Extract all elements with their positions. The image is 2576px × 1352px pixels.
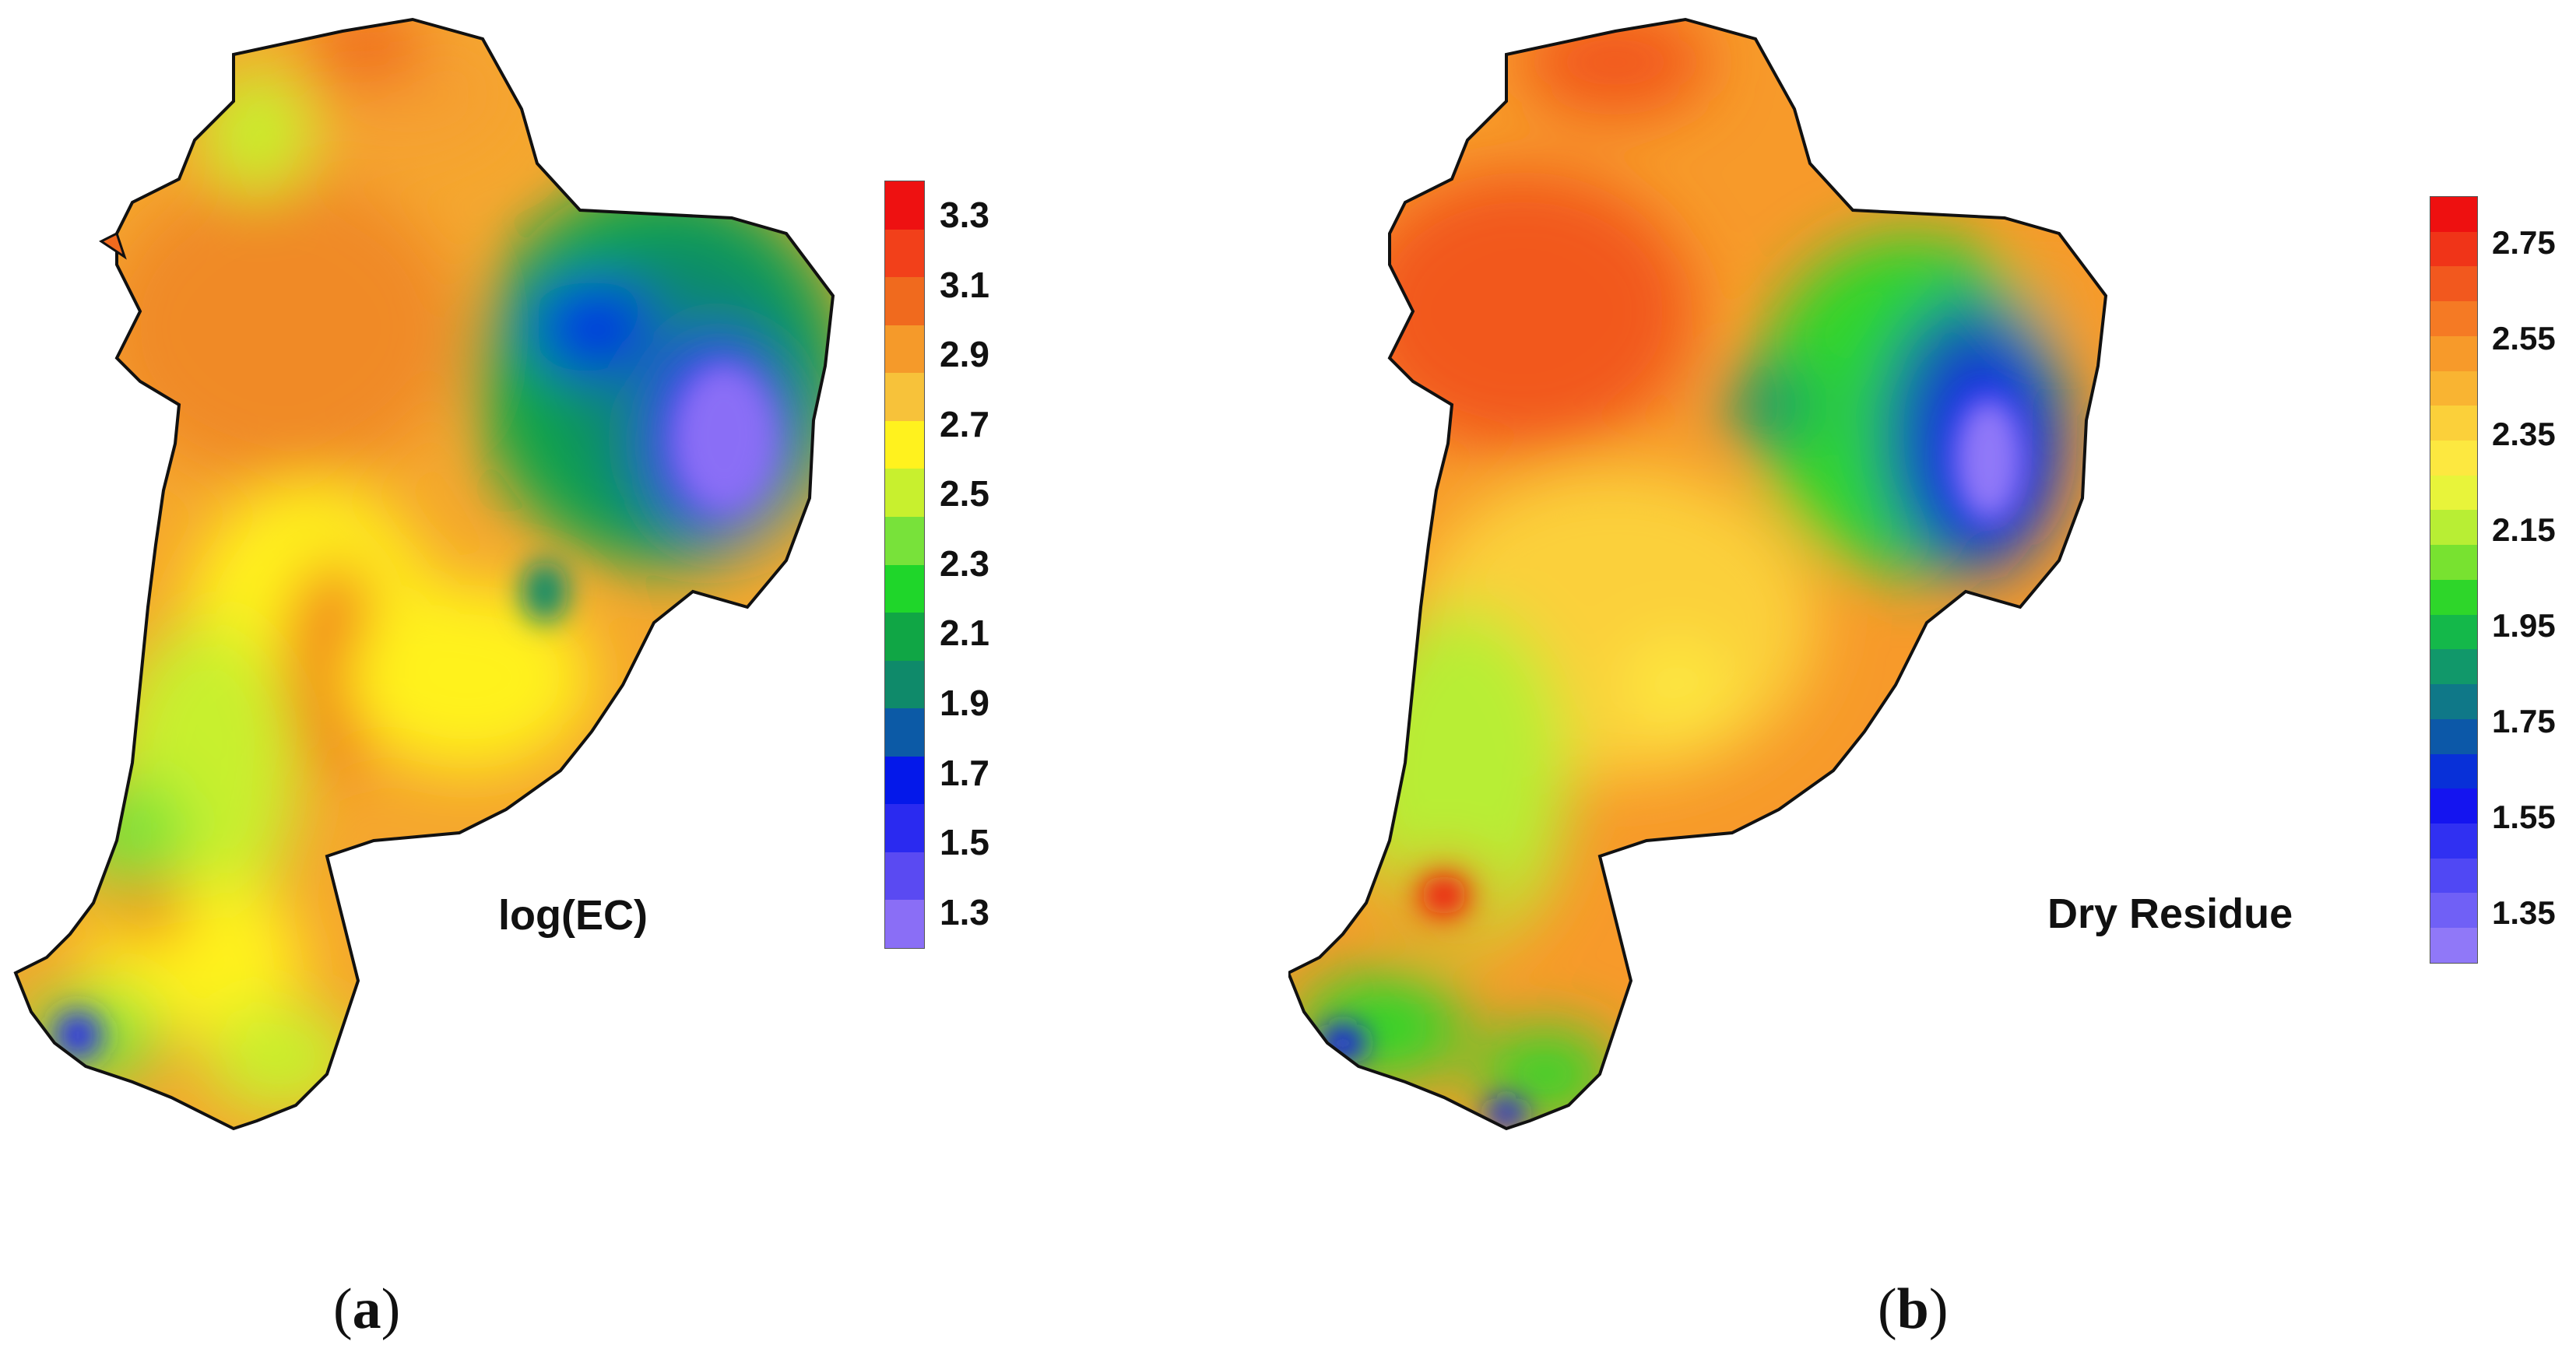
legend-colorbar-a <box>884 181 925 949</box>
legend-swatch <box>2430 441 2477 476</box>
legend-swatch <box>2430 858 2477 894</box>
island-a <box>99 231 127 260</box>
legend-swatch <box>885 325 924 374</box>
legend-tick-label: 1.5 <box>940 822 989 863</box>
map-panel-b: 2.75 2.55 2.35 2.15 1.95 1.75 1.55 1.35 Dry Res… <box>1288 0 2576 1352</box>
legend-swatch <box>2430 266 2477 302</box>
legend-tick-label: 3.3 <box>940 195 989 236</box>
map-title-a: log(EC) <box>498 892 648 939</box>
legend-swatch <box>885 708 924 757</box>
legend-swatch <box>2430 684 2477 719</box>
legend-swatch <box>885 660 924 709</box>
legend-tick-label: 2.5 <box>940 473 989 514</box>
legend-tick-label: 2.9 <box>940 334 989 375</box>
legend-tick-label: 2.75 <box>2492 224 2556 262</box>
map-panel-a: 3.3 3.1 2.9 2.7 2.5 2.3 2.1 1.9 1.7 1.5 1.3 log(EC… <box>13 17 1033 1341</box>
legend-swatch <box>885 900 924 948</box>
legend-swatch <box>885 516 924 565</box>
dry-residue-map <box>1288 17 2108 1131</box>
legend-swatch <box>885 420 924 469</box>
legend-swatch <box>885 229 924 278</box>
legend-swatch <box>2430 579 2477 615</box>
legend-tick-label: 1.75 <box>2492 703 2556 740</box>
legend-swatch <box>2430 370 2477 406</box>
legend-swatch <box>2430 823 2477 859</box>
legend-ticks-b: 2.75 2.55 2.35 2.15 1.95 1.75 1.55 1.35 <box>2492 196 2570 962</box>
legend-swatch <box>2430 475 2477 511</box>
legend-tick-label: 1.9 <box>940 682 989 723</box>
region-outline-b <box>1288 17 2108 1131</box>
caption-letter-b: b <box>1896 1277 1929 1341</box>
legend-swatch <box>2430 335 2477 371</box>
legend-swatch <box>885 804 924 852</box>
legend-tick-label: 2.3 <box>940 543 989 584</box>
region-outline-a <box>13 17 835 1131</box>
legend-swatch <box>885 852 924 901</box>
legend-colorbar-b <box>2430 196 2478 964</box>
caption-b: (b) <box>1878 1277 1949 1341</box>
caption-a: (a) <box>333 1277 401 1341</box>
legend-swatch <box>2430 614 2477 650</box>
legend-swatch <box>2430 718 2477 754</box>
legend-swatch <box>2430 928 2477 963</box>
legend-swatch <box>885 756 924 805</box>
legend-swatch <box>885 613 924 661</box>
legend-tick-label: 2.35 <box>2492 416 2556 453</box>
legend-tick-label: 2.1 <box>940 613 989 654</box>
legend-swatch <box>2430 753 2477 789</box>
legend-swatch <box>2430 649 2477 685</box>
legend-swatch <box>885 277 924 325</box>
legend-swatch <box>885 373 924 421</box>
map-title-b: Dry Residue <box>2047 890 2293 937</box>
legend-tick-label: 3.1 <box>940 264 989 305</box>
legend-swatch <box>885 181 924 230</box>
legend-ticks-a: 3.3 3.1 2.9 2.7 2.5 2.3 2.1 1.9 1.7 1.5 1.3 <box>940 181 1033 947</box>
legend-swatch <box>885 564 924 613</box>
legend-swatch <box>2430 406 2477 441</box>
legend-swatch <box>2430 301 2477 336</box>
legend-swatch <box>885 469 924 517</box>
log-ec-map <box>13 17 835 1131</box>
legend-tick-label: 2.55 <box>2492 320 2556 357</box>
legend-swatch <box>2430 545 2477 580</box>
legend-swatch <box>2430 788 2477 823</box>
legend-swatch <box>2430 231 2477 267</box>
legend-swatch <box>2430 197 2477 232</box>
legend-tick-label: 2.15 <box>2492 511 2556 549</box>
legend-tick-label: 1.7 <box>940 752 989 793</box>
caption-letter-a: a <box>352 1277 381 1341</box>
legend-swatch <box>2430 893 2477 929</box>
legend-tick-label: 1.35 <box>2492 894 2556 932</box>
legend-tick-label: 1.95 <box>2492 607 2556 644</box>
legend-swatch <box>2430 510 2477 546</box>
legend-tick-label: 1.55 <box>2492 799 2556 836</box>
legend-tick-label: 1.3 <box>940 891 989 932</box>
legend-tick-label: 2.7 <box>940 403 989 444</box>
